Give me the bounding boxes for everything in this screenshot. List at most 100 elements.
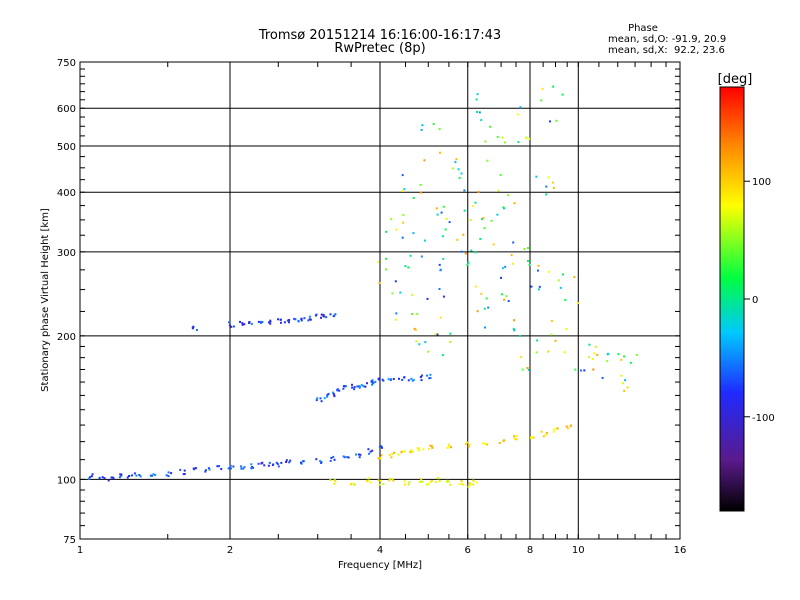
data-point bbox=[462, 233, 465, 236]
data-point bbox=[393, 451, 396, 454]
data-point bbox=[275, 461, 278, 464]
data-point bbox=[515, 435, 518, 438]
data-point bbox=[319, 397, 322, 400]
data-point bbox=[436, 213, 439, 216]
data-point bbox=[410, 293, 413, 296]
data-point bbox=[537, 264, 540, 267]
data-point bbox=[151, 474, 154, 477]
data-point bbox=[325, 316, 328, 319]
data-point bbox=[513, 437, 516, 440]
data-point bbox=[403, 480, 406, 483]
data-point bbox=[232, 465, 235, 468]
data-point bbox=[464, 252, 467, 255]
data-point bbox=[263, 464, 266, 467]
data-point bbox=[593, 352, 596, 355]
data-point bbox=[428, 377, 431, 380]
data-point bbox=[462, 483, 465, 486]
data-point bbox=[565, 328, 568, 330]
data-point bbox=[435, 207, 438, 210]
data-point bbox=[463, 209, 466, 212]
data-point bbox=[120, 473, 123, 476]
data-point bbox=[355, 453, 357, 456]
data-point bbox=[626, 386, 629, 389]
data-point bbox=[552, 181, 554, 184]
data-point bbox=[530, 437, 533, 440]
data-point bbox=[480, 292, 483, 295]
data-point bbox=[170, 472, 173, 475]
data-point bbox=[401, 236, 404, 239]
data-point bbox=[460, 172, 463, 175]
data-point bbox=[516, 113, 519, 116]
data-point bbox=[98, 476, 101, 479]
data-point bbox=[138, 474, 141, 476]
data-point bbox=[242, 467, 245, 470]
data-point bbox=[362, 385, 365, 388]
data-point bbox=[467, 485, 470, 488]
data-point bbox=[480, 218, 483, 221]
data-point bbox=[233, 325, 235, 328]
data-point bbox=[277, 318, 279, 321]
data-point bbox=[149, 474, 152, 477]
data-point bbox=[216, 465, 219, 468]
data-point bbox=[552, 428, 555, 431]
data-point bbox=[490, 219, 493, 222]
data-point bbox=[333, 482, 336, 485]
data-point bbox=[360, 384, 363, 386]
data-point bbox=[250, 463, 253, 466]
data-point bbox=[309, 318, 312, 321]
data-point bbox=[369, 481, 372, 484]
data-point bbox=[267, 464, 270, 467]
data-point bbox=[408, 481, 411, 484]
data-point bbox=[401, 190, 404, 192]
data-point bbox=[439, 268, 442, 271]
data-point bbox=[415, 340, 418, 343]
data-point bbox=[457, 168, 460, 171]
data-point bbox=[260, 321, 262, 324]
x-tick-label: 6 bbox=[465, 545, 471, 556]
data-point bbox=[421, 480, 424, 483]
data-point bbox=[279, 318, 282, 321]
data-point bbox=[596, 354, 599, 356]
data-point bbox=[444, 228, 447, 231]
data-point bbox=[411, 450, 414, 453]
data-point bbox=[419, 183, 422, 186]
data-point bbox=[476, 310, 479, 313]
data-point bbox=[545, 431, 548, 434]
data-point bbox=[426, 374, 429, 377]
chart-title: Tromsø 20151214 16:16:00-16:17:43 bbox=[258, 28, 501, 43]
data-point bbox=[380, 445, 383, 448]
data-point bbox=[512, 241, 515, 244]
data-point bbox=[333, 479, 336, 482]
data-point bbox=[583, 369, 586, 372]
data-point bbox=[458, 483, 461, 486]
data-point bbox=[110, 476, 113, 479]
data-point bbox=[364, 385, 367, 388]
data-point bbox=[368, 477, 371, 480]
data-point bbox=[629, 361, 632, 364]
data-point bbox=[498, 442, 501, 444]
data-point bbox=[101, 476, 104, 479]
data-point bbox=[535, 175, 538, 178]
data-point bbox=[327, 392, 330, 395]
data-point bbox=[535, 351, 538, 354]
data-point bbox=[228, 321, 230, 324]
data-point bbox=[320, 316, 322, 319]
data-point bbox=[503, 439, 505, 442]
data-point bbox=[450, 446, 452, 449]
data-point bbox=[542, 435, 545, 438]
data-point bbox=[251, 466, 253, 469]
data-point bbox=[467, 261, 470, 264]
data-point bbox=[352, 482, 355, 485]
data-point bbox=[336, 388, 339, 391]
data-point bbox=[227, 467, 230, 470]
data-point bbox=[366, 382, 368, 385]
data-point bbox=[460, 480, 463, 482]
data-point bbox=[455, 158, 458, 161]
data-point bbox=[381, 378, 384, 381]
data-point bbox=[483, 442, 486, 445]
data-point bbox=[485, 297, 488, 300]
data-point bbox=[464, 443, 467, 445]
x-tick-label: 16 bbox=[674, 545, 687, 556]
data-point bbox=[438, 479, 441, 482]
